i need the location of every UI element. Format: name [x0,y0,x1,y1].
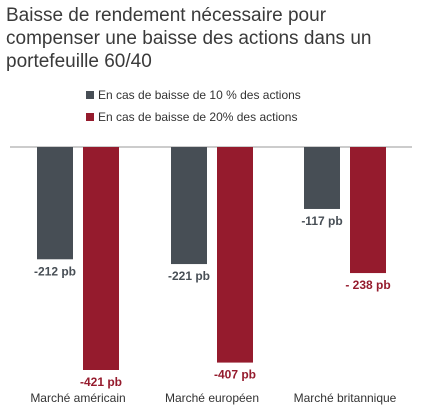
legend-swatch-series-2 [86,113,94,121]
bar-1-2 [171,147,207,265]
bar-1-3 [304,147,340,209]
data-label-1-2: -221 pb [168,269,210,283]
category-label-3: Marché britannique [294,391,397,405]
data-label-2-2: -407 pb [214,368,256,382]
legend-label-series-2: En cas de baisse de 20% des actions [98,110,298,124]
data-label-1-1: -212 pb [34,264,76,278]
bar-2-2 [217,147,253,363]
data-label-2-1: -421 pb [80,375,122,389]
category-label-1: Marché américain [30,391,125,405]
bar-1-1 [37,147,73,260]
legend: En cas de baisse de 10 % des actions En … [86,84,301,128]
data-label-2-3: - 238 pb [345,278,390,292]
legend-swatch-series-1 [86,91,94,99]
category-label-2: Marché européen [165,391,259,405]
data-label-1-3: -117 pb [301,214,342,228]
bar-2-3 [350,147,386,274]
bar-2-1 [83,147,119,370]
legend-item-series-2: En cas de baisse de 20% des actions [86,106,301,128]
legend-label-series-1: En cas de baisse de 10 % des actions [98,88,301,102]
legend-item-series-1: En cas de baisse de 10 % des actions [86,84,301,106]
chart-title: Baisse de rendement nécessaire pour comp… [6,5,372,72]
